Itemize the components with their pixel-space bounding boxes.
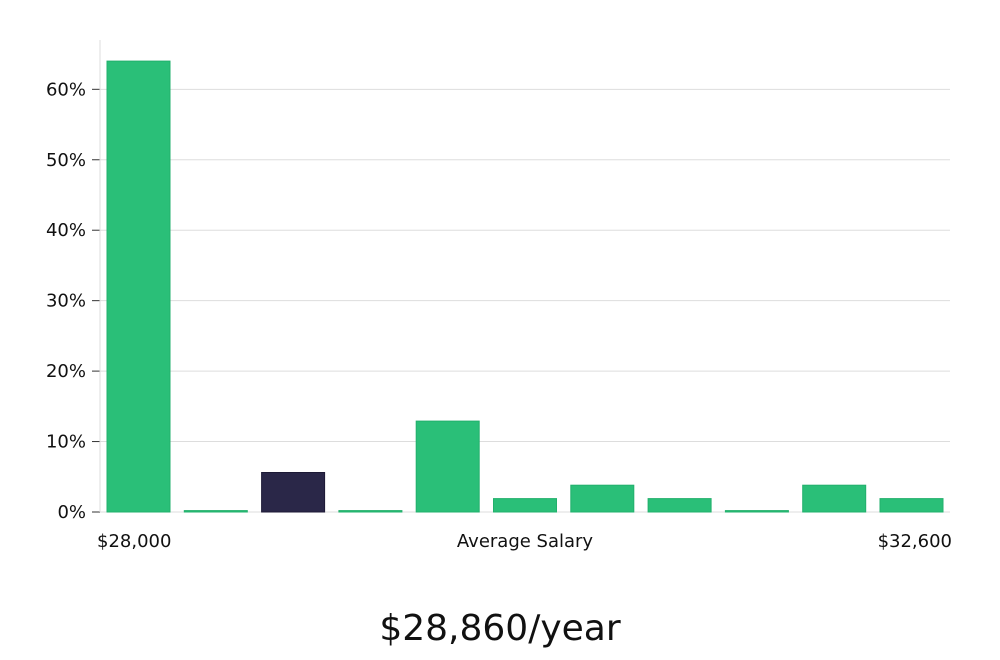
y-tick-labels: 0% 10% 20% 30% 40% 50% 60% (46, 79, 86, 523)
bar (106, 60, 171, 513)
x-max-label: $32,600 (878, 531, 952, 552)
x-axis-label: Average Salary (457, 531, 594, 552)
bar (724, 510, 789, 513)
bar (647, 498, 712, 513)
salary-histogram: 0% 10% 20% 30% 40% 50% 60% $28,000 Average Sal… (46, 40, 952, 552)
y-tick-label: 20% (46, 361, 86, 382)
bars (106, 60, 944, 513)
bar-highlighted (261, 472, 326, 513)
average-salary-headline: $28,860/year (379, 608, 621, 649)
bar (415, 420, 480, 513)
grid-lines (92, 88, 950, 513)
y-tick-label: 30% (46, 291, 86, 312)
bar (493, 498, 557, 513)
y-tick-label: 0% (57, 502, 86, 523)
y-tick-label: 10% (46, 432, 86, 453)
bar (338, 510, 403, 513)
bar (879, 498, 944, 513)
y-tick-label: 40% (46, 220, 86, 241)
y-tick-label: 50% (46, 150, 86, 171)
x-min-label: $28,000 (97, 531, 171, 552)
y-tick-label: 60% (46, 79, 86, 100)
bar (570, 484, 635, 513)
bar (802, 484, 867, 513)
bar (183, 510, 248, 513)
